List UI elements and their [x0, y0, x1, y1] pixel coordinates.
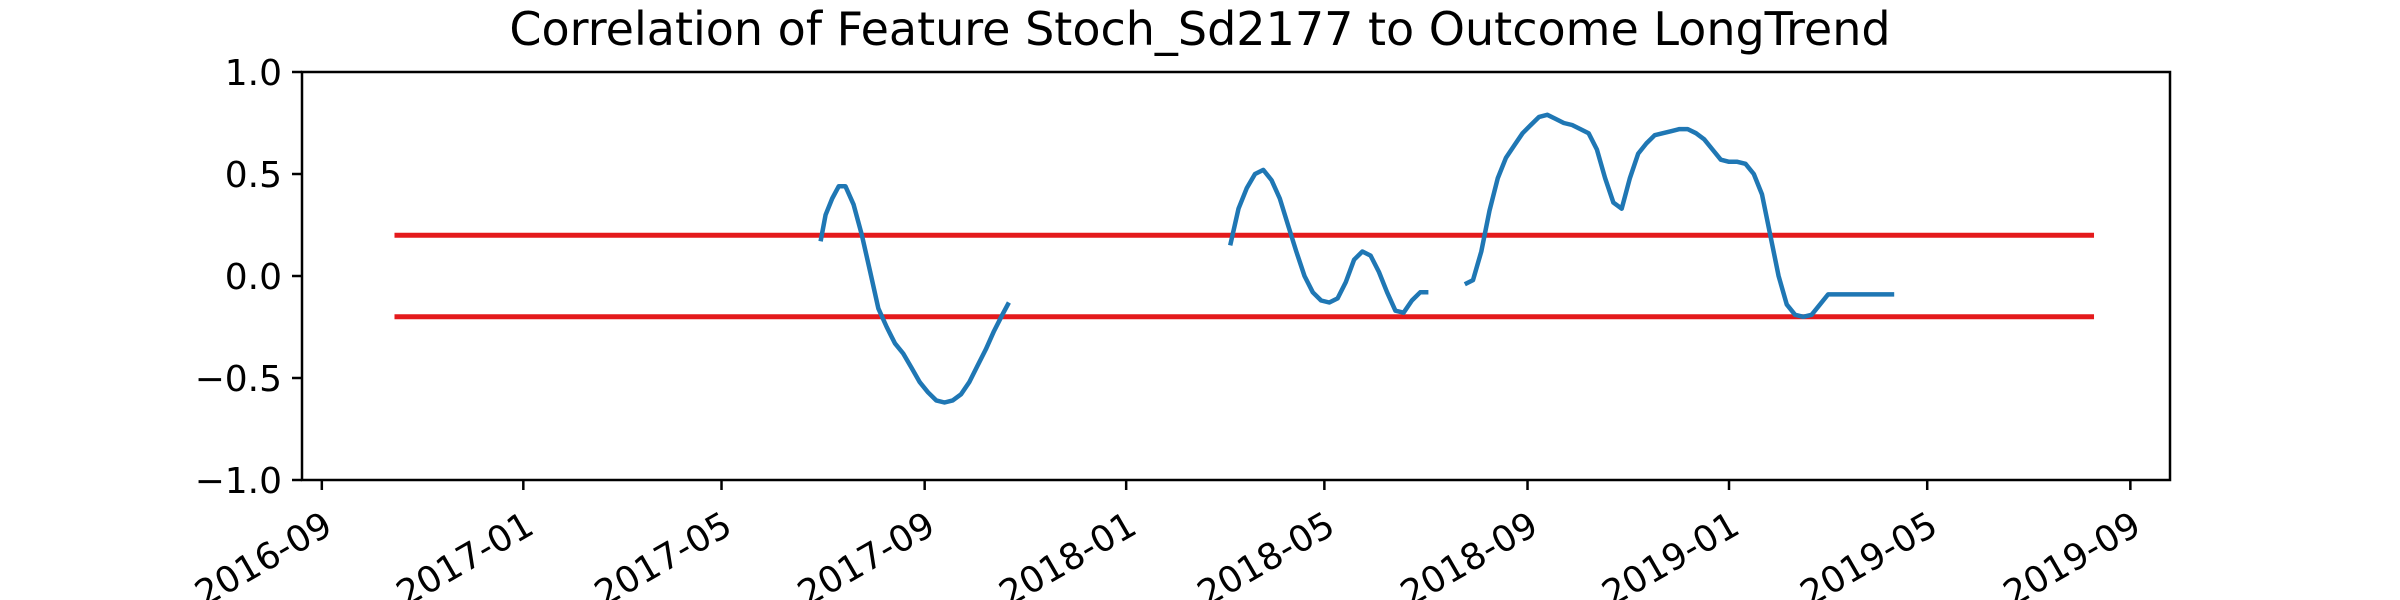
x-tick-label: 2018-09	[1394, 504, 1545, 600]
y-tick-label: 1.0	[225, 53, 282, 94]
correlation-series-segment-2	[1228, 167, 1429, 315]
x-tick-label: 2016-09	[188, 504, 339, 600]
x-tick-label: 2017-09	[791, 504, 942, 600]
axes-frame	[300, 70, 2172, 482]
plot-area	[394, 112, 2095, 405]
x-tick-label: 2019-09	[1997, 504, 2148, 600]
y-tick-label: 0.5	[225, 155, 282, 196]
x-tick-label: 2018-01	[993, 504, 1144, 600]
x-tick-label: 2017-01	[390, 504, 541, 600]
y-axis: 1.0 0.5 0.0 −0.5 −1.0	[195, 53, 302, 502]
x-tick-label: 2019-05	[1794, 504, 1945, 600]
y-tick-label: −1.0	[195, 461, 282, 502]
y-tick-label: −0.5	[195, 359, 282, 400]
x-axis: 2016-09 2017-01 2017-05 2017-09 2018-01 2018-…	[188, 480, 2148, 600]
chart-title: Correlation of Feature Stoch_Sd2177 to O…	[509, 2, 1890, 56]
correlation-series-segment-3	[1463, 112, 1895, 320]
x-tick-label: 2018-05	[1191, 504, 1342, 600]
x-tick-label: 2019-01	[1596, 504, 1747, 600]
x-tick-label: 2017-05	[588, 504, 739, 600]
correlation-series-segment-1	[818, 183, 1011, 405]
y-tick-label: 0.0	[225, 257, 282, 298]
